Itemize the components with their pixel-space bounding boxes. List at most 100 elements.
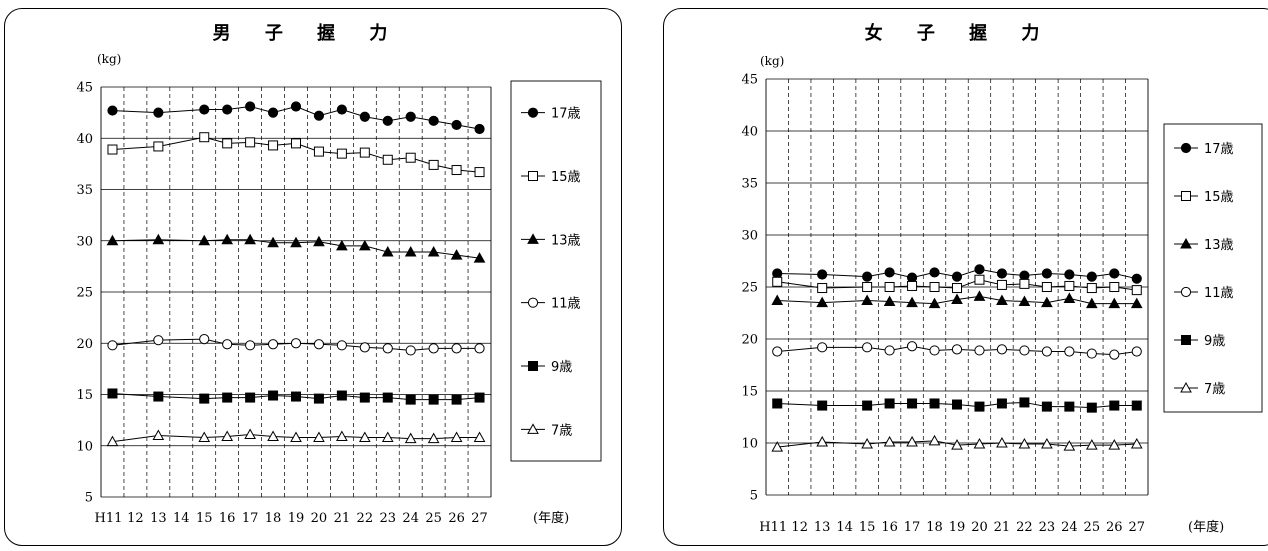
data-point bbox=[862, 400, 873, 411]
series-7歳 bbox=[106, 428, 486, 447]
data-point bbox=[772, 276, 783, 287]
legend-marker bbox=[1181, 335, 1191, 345]
y-tick-label: 5 bbox=[85, 491, 93, 506]
data-point bbox=[451, 343, 462, 354]
data-point bbox=[290, 236, 302, 248]
y-tick-label: 45 bbox=[741, 73, 758, 88]
data-point bbox=[951, 293, 963, 304]
data-point bbox=[996, 436, 1008, 448]
data-point bbox=[1108, 297, 1121, 309]
data-point bbox=[268, 140, 279, 151]
x-tick-label: 25 bbox=[1084, 520, 1101, 535]
data-point bbox=[474, 392, 485, 403]
data-point bbox=[107, 144, 118, 155]
series-13歳 bbox=[106, 233, 486, 263]
data-point bbox=[336, 104, 347, 115]
data-point bbox=[199, 132, 210, 143]
data-point bbox=[1019, 345, 1030, 356]
y-tick-label: 35 bbox=[741, 177, 758, 192]
data-point bbox=[1064, 346, 1075, 357]
data-point bbox=[906, 435, 918, 447]
x-tick-label: 27 bbox=[471, 511, 488, 526]
x-tick-label: 23 bbox=[379, 511, 396, 526]
x-tick-label: 22 bbox=[357, 511, 374, 526]
data-point bbox=[1064, 280, 1075, 291]
data-point bbox=[1018, 438, 1031, 449]
data-point bbox=[929, 267, 940, 278]
data-point bbox=[473, 431, 486, 443]
legend-marker bbox=[527, 233, 539, 244]
data-point bbox=[382, 343, 393, 354]
data-point bbox=[473, 252, 486, 263]
x-tick-label: 25 bbox=[425, 511, 442, 526]
x-tick-label: 18 bbox=[265, 511, 282, 526]
data-point bbox=[862, 271, 873, 282]
data-point bbox=[883, 435, 896, 447]
legend-label: 9歳 bbox=[551, 360, 572, 375]
series-11歳 bbox=[107, 334, 485, 356]
x-axis-label: (年度) bbox=[1188, 519, 1224, 535]
data-point bbox=[106, 234, 119, 246]
data-point bbox=[381, 245, 394, 257]
legend-marker bbox=[1180, 142, 1192, 154]
data-point bbox=[313, 235, 325, 247]
series-15歳 bbox=[107, 132, 485, 178]
data-point bbox=[359, 147, 370, 158]
data-point bbox=[1064, 269, 1075, 280]
data-point bbox=[359, 392, 370, 403]
legend-marker bbox=[1180, 381, 1192, 393]
data-point bbox=[928, 434, 941, 446]
y-tick-label: 35 bbox=[76, 183, 93, 198]
x-tick-label: 18 bbox=[926, 520, 943, 535]
x-tick-label: 20 bbox=[311, 511, 328, 526]
data-point bbox=[1085, 439, 1098, 450]
data-point bbox=[1109, 268, 1120, 279]
data-point bbox=[451, 165, 462, 176]
data-point bbox=[906, 296, 918, 308]
data-point bbox=[1131, 273, 1142, 284]
data-point bbox=[153, 141, 164, 152]
legend-label: 13歳 bbox=[1204, 238, 1234, 253]
series-15歳 bbox=[772, 274, 1142, 296]
data-point bbox=[816, 435, 829, 447]
x-tick-label: 17 bbox=[904, 520, 921, 535]
data-point bbox=[221, 233, 234, 245]
data-point bbox=[928, 297, 941, 309]
data-point bbox=[222, 339, 233, 350]
data-point bbox=[427, 245, 440, 257]
data-point bbox=[474, 123, 485, 135]
data-point bbox=[1018, 295, 1031, 307]
data-point bbox=[974, 264, 985, 275]
data-point bbox=[996, 294, 1008, 306]
legend-marker bbox=[527, 423, 539, 434]
data-point bbox=[817, 400, 828, 411]
data-point bbox=[996, 279, 1007, 290]
legend-marker bbox=[1180, 286, 1192, 298]
data-point bbox=[382, 392, 393, 403]
legend-marker bbox=[1181, 191, 1191, 201]
data-point bbox=[152, 429, 165, 440]
chart-title: 男 子 握 力 bbox=[213, 22, 402, 44]
data-point bbox=[1041, 346, 1052, 357]
data-point bbox=[428, 343, 439, 354]
y-tick-label: 20 bbox=[741, 333, 758, 348]
series-11歳 bbox=[772, 341, 1142, 360]
x-tick-label: 19 bbox=[949, 520, 966, 535]
data-point bbox=[405, 394, 416, 405]
data-point bbox=[313, 431, 325, 443]
x-tick-label: 13 bbox=[814, 520, 831, 535]
data-point bbox=[1041, 401, 1052, 412]
data-point bbox=[404, 432, 417, 444]
y-unit-label: (kg) bbox=[760, 54, 784, 68]
y-tick-label: 25 bbox=[741, 281, 758, 296]
legend-box bbox=[510, 80, 602, 462]
data-point bbox=[906, 272, 918, 283]
data-point bbox=[884, 345, 895, 356]
data-point bbox=[313, 339, 325, 350]
data-point bbox=[1130, 438, 1143, 449]
data-point bbox=[1064, 401, 1075, 412]
series-17歳 bbox=[772, 264, 1142, 284]
legend-label: 11歳 bbox=[551, 297, 581, 312]
x-tick-label: 16 bbox=[881, 520, 898, 535]
series-9歳 bbox=[772, 397, 1142, 413]
